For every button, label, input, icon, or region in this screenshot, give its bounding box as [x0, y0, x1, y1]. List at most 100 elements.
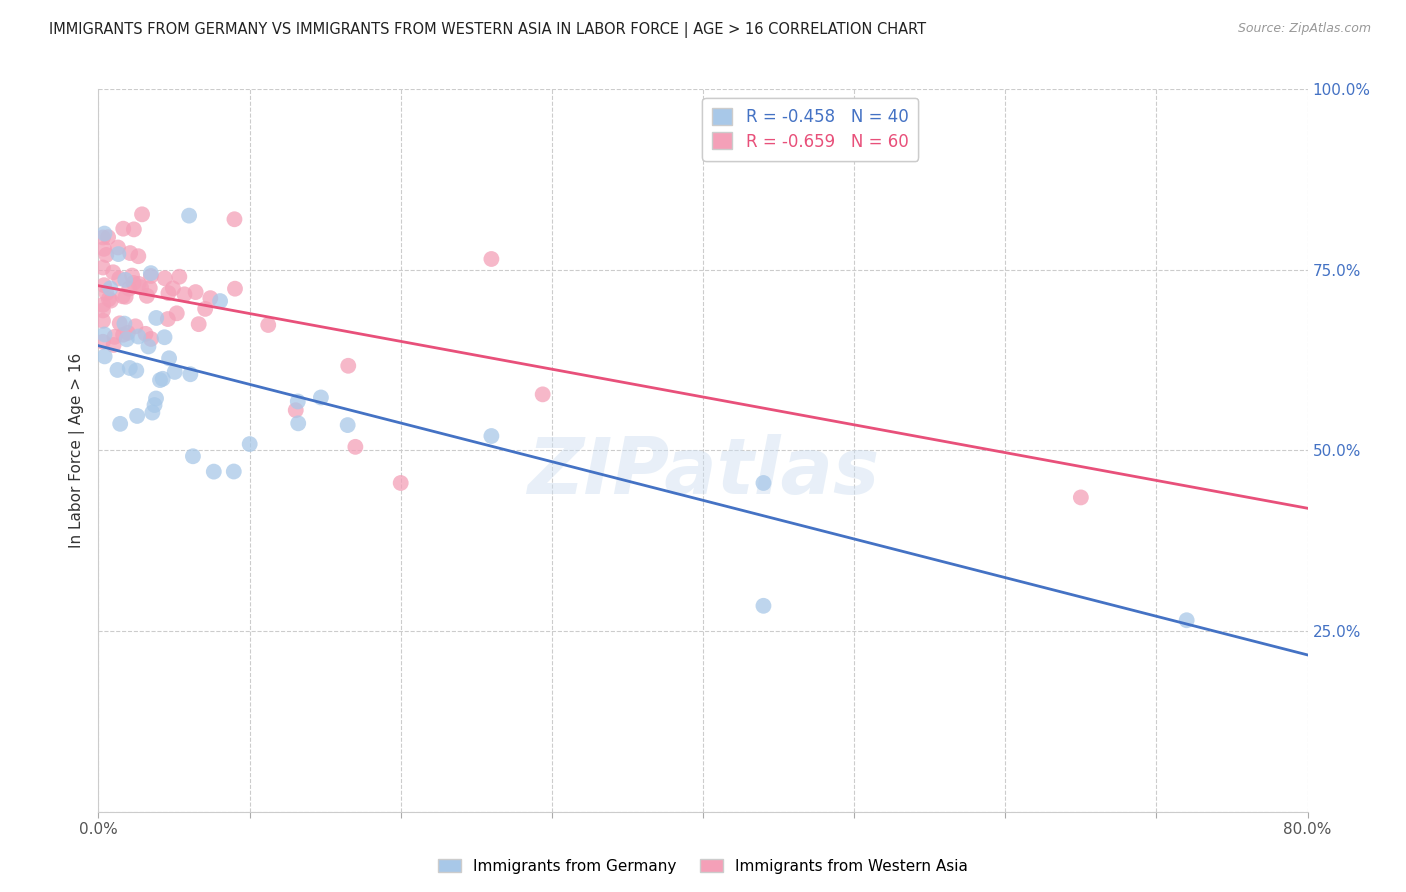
Point	[100, 293, 122, 308]
Point	[112, 327, 135, 342]
Point	[209, 294, 232, 309]
Point	[156, 312, 179, 326]
Point	[129, 280, 152, 294]
Point	[166, 306, 188, 320]
Point	[143, 398, 166, 412]
Point	[139, 281, 162, 295]
Point	[389, 475, 412, 490]
Point	[131, 207, 153, 221]
Point	[120, 246, 142, 260]
Point	[96, 286, 118, 301]
Point	[152, 372, 174, 386]
Text: IMMIGRANTS FROM GERMANY VS IMMIGRANTS FROM WESTERN ASIA IN LABOR FORCE | AGE > 1: IMMIGRANTS FROM GERMANY VS IMMIGRANTS FR…	[49, 22, 927, 38]
Point	[145, 392, 167, 406]
Point	[173, 287, 195, 301]
Point	[752, 475, 775, 490]
Point	[153, 330, 176, 344]
Point	[179, 368, 201, 382]
Point	[139, 268, 162, 283]
Point	[184, 285, 207, 299]
Point	[344, 440, 367, 454]
Point	[93, 327, 115, 342]
Legend: R = -0.458   N = 40, R = -0.659   N = 60: R = -0.458 N = 40, R = -0.659 N = 60	[702, 97, 918, 161]
Point	[169, 269, 191, 284]
Point	[103, 330, 125, 344]
Point	[157, 286, 180, 301]
Point	[752, 599, 775, 613]
Point	[112, 317, 135, 331]
Point	[187, 317, 209, 331]
Point	[111, 289, 134, 303]
Point	[127, 249, 149, 263]
Point	[181, 450, 204, 464]
Point	[115, 332, 138, 346]
Point	[1175, 613, 1198, 627]
Point	[257, 318, 280, 332]
Point	[91, 314, 114, 328]
Point	[139, 266, 162, 280]
Point	[222, 465, 245, 479]
Point	[336, 418, 359, 433]
Text: ZIPatlas: ZIPatlas	[527, 434, 879, 510]
Point	[127, 409, 149, 423]
Point	[287, 417, 309, 431]
Point	[337, 359, 360, 373]
Point	[117, 326, 139, 340]
Point	[284, 403, 307, 417]
Point	[153, 271, 176, 285]
Point	[118, 282, 141, 296]
Point	[481, 252, 503, 266]
Point	[114, 273, 136, 287]
Point	[91, 303, 114, 318]
Point	[108, 417, 131, 431]
Point	[125, 363, 148, 377]
Y-axis label: In Labor Force | Age > 16: In Labor Force | Age > 16	[69, 353, 86, 548]
Point	[93, 227, 115, 241]
Point	[141, 406, 163, 420]
Point	[128, 277, 150, 291]
Point	[96, 248, 118, 262]
Point	[139, 332, 162, 346]
Point	[103, 338, 125, 352]
Point	[91, 298, 114, 312]
Point	[531, 387, 554, 401]
Point	[98, 281, 121, 295]
Point	[135, 289, 157, 303]
Point	[107, 240, 129, 254]
Point	[163, 365, 186, 379]
Point	[122, 276, 145, 290]
Point	[124, 319, 146, 334]
Point	[157, 351, 180, 366]
Point	[1070, 491, 1092, 505]
Point	[121, 268, 143, 283]
Point	[162, 281, 184, 295]
Point	[134, 326, 156, 341]
Point	[194, 301, 217, 316]
Point	[108, 316, 131, 330]
Point	[481, 429, 503, 443]
Point	[224, 212, 246, 227]
Point	[202, 465, 225, 479]
Point	[145, 310, 167, 325]
Point	[93, 242, 115, 256]
Point	[114, 290, 136, 304]
Point	[122, 222, 145, 236]
Point	[118, 361, 141, 376]
Point	[97, 230, 120, 244]
Point	[91, 334, 114, 349]
Point	[179, 209, 201, 223]
Point	[224, 282, 246, 296]
Legend: Immigrants from Germany, Immigrants from Western Asia: Immigrants from Germany, Immigrants from…	[432, 853, 974, 880]
Point	[93, 278, 115, 293]
Text: Source: ZipAtlas.com: Source: ZipAtlas.com	[1237, 22, 1371, 36]
Point	[97, 292, 120, 306]
Point	[93, 350, 115, 364]
Point	[107, 363, 129, 377]
Point	[138, 339, 160, 353]
Point	[91, 230, 114, 244]
Point	[127, 329, 149, 343]
Point	[200, 291, 222, 305]
Point	[108, 271, 131, 285]
Point	[112, 221, 135, 235]
Point	[103, 265, 125, 279]
